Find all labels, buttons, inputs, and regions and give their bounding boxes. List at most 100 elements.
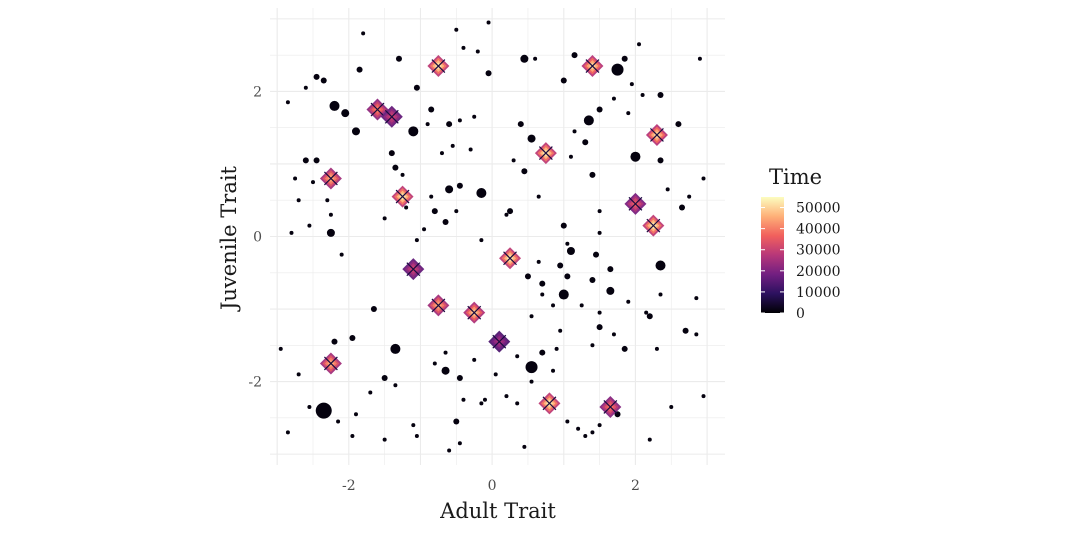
- data-point: [349, 335, 356, 342]
- data-point: [637, 42, 642, 47]
- cluster-cross-marker: [542, 396, 557, 411]
- data-point: [285, 100, 290, 105]
- data-point: [657, 157, 664, 164]
- data-point: [655, 260, 666, 271]
- cluster-cross-marker: [628, 196, 643, 211]
- data-point: [582, 139, 589, 146]
- data-point: [310, 180, 315, 185]
- grid: [270, 8, 725, 465]
- data-point: [579, 303, 584, 308]
- data-point: [431, 208, 438, 215]
- data-point: [665, 187, 670, 192]
- legend-label: 10000: [796, 285, 841, 301]
- data-point: [285, 430, 290, 435]
- cluster-cross-marker: [431, 59, 446, 73]
- data-point: [395, 55, 402, 62]
- data-point: [611, 96, 616, 101]
- data-point: [583, 115, 594, 126]
- data-point: [657, 92, 664, 99]
- data-point: [432, 361, 437, 366]
- cluster: [538, 392, 561, 415]
- data-point: [536, 194, 541, 199]
- data-point: [558, 328, 563, 333]
- data-point: [400, 172, 405, 177]
- data-point: [472, 114, 477, 119]
- data-point: [325, 198, 330, 203]
- data-point: [370, 306, 377, 313]
- cluster: [427, 294, 450, 317]
- data-point: [539, 280, 546, 287]
- data-point: [589, 171, 596, 178]
- data-point: [515, 401, 520, 406]
- data-point: [597, 310, 602, 315]
- data-point: [529, 379, 534, 384]
- data-point: [515, 354, 520, 359]
- y-tick-label: 2: [253, 84, 262, 100]
- data-point: [669, 404, 674, 409]
- data-point: [596, 106, 603, 113]
- y-tick-label: -2: [248, 375, 262, 391]
- data-point: [392, 164, 399, 171]
- data-point: [456, 182, 463, 189]
- data-point: [626, 111, 631, 116]
- data-point: [461, 45, 466, 50]
- data-point: [527, 134, 536, 143]
- data-point: [504, 394, 509, 399]
- cluster-markers: [319, 55, 668, 418]
- data-point: [597, 209, 602, 214]
- data-point: [428, 106, 435, 113]
- data-point: [621, 55, 628, 62]
- data-point: [328, 212, 333, 217]
- x-axis-title: Adult Trait: [439, 499, 556, 523]
- data-point: [479, 401, 484, 406]
- data-point: [381, 374, 388, 381]
- legend-label: 40000: [796, 222, 841, 238]
- data-point: [621, 345, 628, 352]
- cluster: [319, 167, 342, 190]
- data-point: [326, 228, 335, 237]
- data-point: [629, 82, 634, 87]
- data-point: [529, 314, 534, 319]
- data-point: [454, 27, 459, 32]
- data-point: [329, 100, 340, 111]
- data-point: [296, 372, 301, 377]
- cluster-cross-marker: [503, 251, 517, 266]
- data-point: [493, 372, 498, 377]
- data-point: [564, 273, 571, 280]
- cluster-cross-marker: [538, 146, 553, 161]
- cluster-cross-marker: [431, 298, 446, 313]
- data-point: [302, 157, 309, 164]
- data-point: [687, 194, 692, 199]
- cluster-cross-marker: [650, 128, 664, 142]
- data-point: [293, 176, 298, 181]
- cluster: [402, 258, 425, 281]
- data-point: [315, 402, 332, 419]
- data-point: [457, 118, 462, 123]
- data-point: [353, 412, 358, 417]
- data-point: [596, 324, 603, 331]
- data-point: [606, 286, 615, 295]
- data-point: [485, 70, 492, 77]
- data-point: [522, 444, 527, 449]
- cluster: [645, 123, 668, 146]
- data-point: [511, 158, 516, 163]
- cluster-cross-marker: [395, 189, 410, 204]
- data-point: [393, 383, 398, 388]
- data-point: [565, 419, 570, 424]
- data-point: [536, 259, 541, 264]
- data-point: [388, 150, 395, 157]
- data-point: [453, 418, 460, 425]
- data-point: [368, 390, 373, 395]
- data-point: [422, 227, 427, 232]
- data-point: [576, 426, 581, 431]
- data-point: [694, 296, 699, 301]
- cluster-cross-marker: [492, 334, 507, 349]
- cluster-cross-marker: [467, 305, 482, 320]
- cluster: [391, 185, 414, 208]
- data-point: [339, 252, 344, 257]
- data-point: [557, 262, 564, 269]
- data-point: [307, 223, 312, 228]
- data-point: [476, 187, 487, 198]
- cluster: [427, 55, 450, 78]
